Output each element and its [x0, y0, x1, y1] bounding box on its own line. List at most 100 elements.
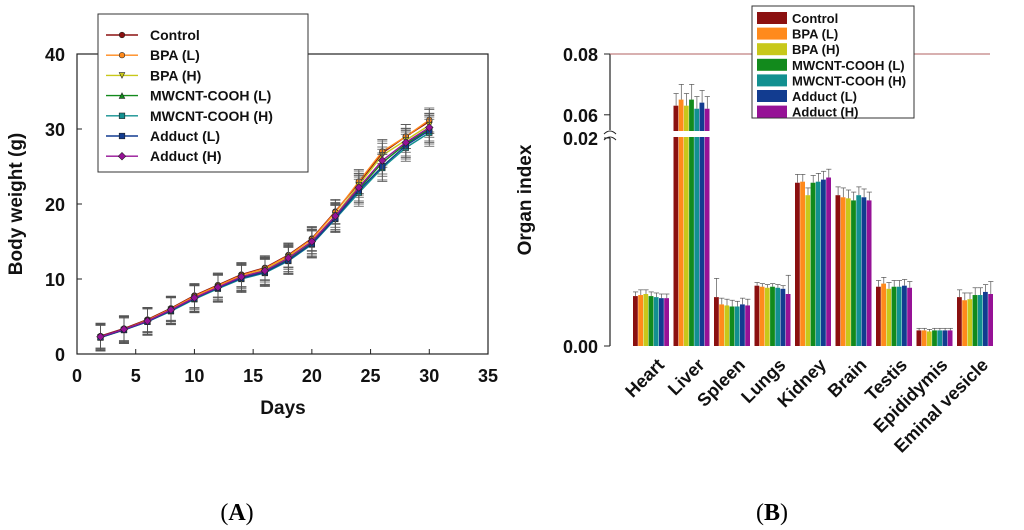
b-bar	[764, 287, 770, 346]
b-bar	[977, 295, 983, 346]
b-bar	[664, 298, 669, 346]
svg-text:(B): (B)	[756, 500, 788, 526]
b-bar	[896, 286, 902, 346]
b-bar	[937, 330, 943, 346]
b-bar	[886, 288, 892, 346]
a-x-tick-label: 5	[131, 366, 141, 386]
a-x-tick-label: 20	[302, 366, 322, 386]
a-legend-label: Adduct (H)	[150, 148, 222, 164]
a-y-tick-label: 40	[45, 45, 65, 65]
a-data-point	[307, 237, 317, 246]
a-data-point	[166, 305, 176, 314]
b-bar	[840, 197, 846, 346]
b-bar	[810, 182, 816, 346]
b-bar	[659, 298, 664, 346]
b-legend-label: BPA (L)	[792, 27, 838, 42]
a-data-point	[401, 138, 411, 147]
a-legend-label: Control	[150, 27, 200, 43]
a-data-point	[237, 272, 246, 281]
panel-b-chart: 0.000.020.060.08HeartLiverSpleenLungsKid…	[515, 5, 994, 457]
a-legend-marker	[117, 151, 127, 161]
b-legend-label: Adduct (H)	[792, 105, 858, 120]
b-axis-break-mark	[603, 130, 617, 135]
b-bar	[648, 296, 654, 346]
b-bar	[947, 330, 953, 346]
a-data-point	[213, 283, 223, 292]
b-bar	[678, 99, 684, 346]
a-legend-label: MWCNT-COOH (H)	[150, 108, 273, 124]
a-data-point	[425, 123, 434, 132]
b-bar	[861, 197, 867, 346]
b-legend-label: Control	[792, 11, 838, 26]
b-legend-label: Adduct (L)	[792, 89, 857, 104]
b-bar	[759, 286, 765, 346]
b-bar	[800, 181, 805, 346]
b-bar	[821, 179, 826, 346]
b-bar	[845, 198, 851, 346]
b-bar	[699, 102, 705, 346]
a-x-tick-label: 10	[184, 366, 204, 386]
a-data-point	[260, 266, 270, 275]
panel-label-b-open: (	[756, 500, 764, 526]
b-legend-swatch	[757, 12, 787, 24]
a-y-tick-label: 10	[45, 270, 65, 290]
b-bar	[876, 286, 881, 346]
a-legend-box	[97, 13, 309, 173]
a-data-point	[96, 332, 105, 341]
b-bar	[967, 299, 973, 346]
b-y-tick-label: 0.02	[563, 129, 598, 149]
a-data-point	[190, 293, 199, 302]
b-bar	[921, 330, 927, 346]
b-bar	[734, 306, 740, 346]
b-bar	[856, 195, 862, 346]
a-data-point	[354, 183, 364, 192]
a-legend-label: BPA (H)	[150, 67, 201, 83]
panel-label-b-close: )	[780, 500, 788, 526]
b-legend-swatch	[757, 74, 787, 87]
b-category-label: Heart	[621, 355, 668, 402]
b-bar	[815, 181, 821, 346]
panel-label-b: B	[764, 500, 780, 526]
a-legend-label: MWCNT-COOH (L)	[150, 88, 271, 104]
b-y-tick-label: 0.06	[563, 106, 598, 126]
b-bar	[745, 305, 750, 346]
b-bar	[866, 200, 872, 346]
b-bar	[988, 294, 993, 346]
b-bar	[972, 295, 978, 346]
a-data-point	[284, 253, 293, 263]
a-y-axis-title: Body weight (g)	[6, 133, 27, 275]
b-bar	[729, 306, 735, 346]
panel-label-a-open: (	[220, 500, 228, 526]
a-legend-marker	[118, 72, 126, 79]
b-legend-swatch	[757, 90, 787, 102]
b-bar	[673, 105, 679, 347]
a-x-tick-label: 35	[478, 366, 498, 386]
b-bar	[643, 294, 649, 346]
b-y-tick-label: 0.08	[563, 45, 598, 65]
b-legend-label: MWCNT-COOH (H)	[792, 73, 906, 88]
b-legend-label: MWCNT-COOH (L)	[792, 58, 905, 73]
b-legend-swatch	[757, 58, 787, 71]
a-y-tick-label: 0	[55, 345, 65, 365]
b-bar	[932, 330, 937, 346]
a-legend-marker	[118, 52, 126, 59]
b-bar	[719, 304, 724, 346]
a-data-point	[143, 316, 152, 326]
a-legend: Control BPA (L) BPA (H) MWCNT-COOH (L) MWCNT…	[97, 13, 309, 173]
b-axis-break-mark	[603, 136, 617, 141]
a-data-point	[378, 156, 387, 165]
a-legend-label: BPA (L)	[150, 47, 200, 63]
b-bar	[724, 305, 730, 346]
b-bar	[740, 304, 745, 346]
b-bar	[916, 330, 922, 346]
b-bar	[902, 285, 907, 346]
b-bar	[754, 285, 760, 346]
b-y-axis-title: Organ index	[515, 144, 536, 255]
b-bar	[770, 286, 775, 346]
panel-label-a: A	[228, 500, 246, 526]
b-bar	[962, 300, 967, 346]
b-bar	[957, 297, 962, 346]
b-axis-break-band	[612, 131, 992, 137]
a-x-tick-label: 0	[72, 366, 82, 386]
